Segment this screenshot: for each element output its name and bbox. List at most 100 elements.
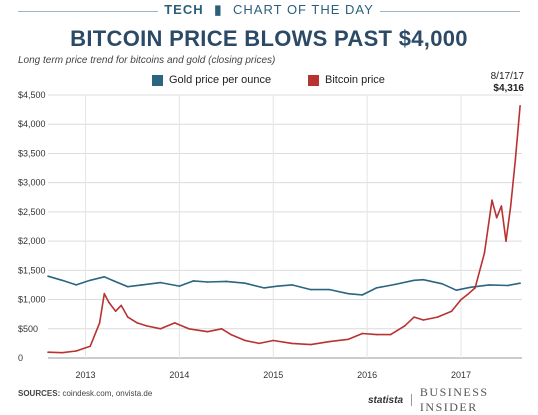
bitcoin-data-point [519, 104, 521, 107]
bitcoin-data-point [514, 158, 517, 161]
gold-data-point [310, 288, 312, 291]
bitcoin-data-point [173, 322, 176, 324]
bitcoin-data-point [75, 350, 77, 352]
gold-data-point [469, 286, 472, 289]
gold-data-point [361, 294, 364, 296]
bitcoin-data-point [491, 199, 493, 201]
gold-data-point [126, 285, 129, 288]
bitcoin-data-point [291, 342, 293, 345]
bitcoin-data-point [136, 322, 138, 324]
legend-gold: Gold price per ounce [152, 74, 271, 86]
gold-data-point [89, 279, 92, 282]
chart-subtitle: Long term price trend for bitcoins and g… [18, 55, 276, 66]
y-tick-label: $2,500 [18, 207, 46, 217]
line-chart: 0 $500 $1,000 $1,500 $2,000 $2,500 $3,000 $3,50… [18, 90, 522, 380]
legend-bitcoin-label: Bitcoin price [325, 74, 385, 86]
bitcoin-data-point [187, 327, 190, 330]
bitcoin-data-point [145, 325, 148, 327]
bitcoin-data-point [474, 287, 476, 289]
bitcoin-data-point [403, 325, 406, 327]
gold-data-point [413, 279, 415, 282]
bitcoin-data-point [495, 216, 498, 219]
bitcoin-data-point [500, 205, 503, 207]
bitcoin-data-point [310, 343, 312, 346]
bitcoin-data-point [244, 339, 246, 342]
brand-label: TECH [164, 2, 204, 17]
brand-sub-label: CHART OF THE DAY [233, 2, 374, 17]
bitcoin-data-point [220, 327, 223, 330]
gold-price-line [47, 275, 521, 296]
bitcoin-data-point [328, 340, 331, 343]
gold-data-point [347, 292, 350, 295]
bitcoin-data-point [375, 333, 378, 336]
y-tick-label: $3,000 [18, 178, 46, 188]
bitcoin-data-point [258, 342, 260, 345]
x-tick-label: 2013 [76, 370, 96, 380]
gold-data-point [441, 282, 444, 285]
bitcoin-data-point [114, 310, 117, 313]
statista-logo: statista [368, 394, 404, 406]
gold-data-point [159, 281, 162, 284]
legend-gold-label: Gold price per ounce [169, 74, 272, 86]
bitcoin-data-point [436, 316, 439, 318]
bitcoin-data-point [450, 310, 453, 313]
bitcoin-price-line [47, 105, 521, 354]
gold-data-point [277, 285, 279, 287]
bitcoin-data-point [47, 351, 49, 353]
sources-text: coindesk.com, onvista.de [62, 389, 153, 398]
gold-data-point [455, 289, 458, 292]
gold-data-point [225, 280, 228, 283]
bitcoin-data-point [467, 292, 470, 295]
peak-date: 8/17/17 [490, 71, 524, 82]
bitcoin-data-point [61, 351, 63, 354]
header-divider-right [380, 11, 520, 12]
y-tick-label: $4,500 [18, 90, 46, 100]
brand-line: TECH ▮ CHART OF THE DAY [0, 2, 538, 18]
y-tick-label: 0 [18, 353, 23, 363]
legend-gold-swatch [152, 74, 163, 86]
x-tick-label: 2014 [169, 370, 189, 380]
bitcoin-data-point [422, 319, 425, 321]
gold-data-point [422, 278, 425, 281]
gold-data-point [375, 287, 378, 289]
chart-title: BITCOIN PRICE BLOWS PAST $4,000 [70, 26, 468, 51]
gold-data-point [178, 285, 181, 287]
header-divider-left [18, 11, 158, 12]
gold-data-point [328, 288, 331, 291]
bitcoin-data-point [460, 298, 462, 301]
y-tick-label: $4,000 [18, 119, 46, 129]
bitcoin-data-point [509, 205, 512, 207]
gold-data-point [488, 284, 490, 286]
peak-value: $4,316 [493, 83, 524, 94]
bitcoin-data-point [230, 333, 232, 336]
bitcoin-data-point [389, 333, 392, 336]
y-tick-label: $1,500 [18, 265, 46, 275]
bitcoin-data-point [103, 292, 106, 295]
bitcoin-data-point [361, 332, 364, 335]
bitcoin-data-point [89, 345, 92, 348]
publisher-logo: BUSINESS INSIDER [419, 385, 489, 414]
gold-data-point [394, 283, 397, 286]
gold-data-point [75, 284, 77, 286]
bitcoin-data-point [120, 304, 123, 307]
bitcoin-data-point [347, 338, 350, 341]
bitcoin-data-point [272, 339, 275, 342]
x-tick-label: 2015 [263, 370, 283, 380]
y-tick-label: $2,000 [18, 236, 46, 246]
sources: SOURCES: coindesk.com, onvista.de [18, 389, 152, 398]
legend-bitcoin: Bitcoin price [308, 74, 385, 86]
legend-bitcoin-swatch [308, 74, 319, 86]
x-tick-label: 2016 [357, 370, 377, 380]
y-tick-label: $500 [18, 324, 38, 334]
y-tick-label: $1,000 [18, 295, 46, 305]
footer-branding: statista BUSINESS INSIDER [368, 385, 538, 415]
gold-data-point [206, 281, 209, 283]
gold-data-point [112, 280, 115, 282]
gold-data-point [507, 284, 509, 287]
bitcoin-data-point [206, 330, 209, 333]
gold-data-point [192, 280, 195, 282]
bitcoin-data-point [483, 252, 486, 254]
bitcoin-data-point [126, 316, 129, 318]
gold-data-point [263, 287, 265, 289]
gold-data-point [61, 279, 63, 282]
